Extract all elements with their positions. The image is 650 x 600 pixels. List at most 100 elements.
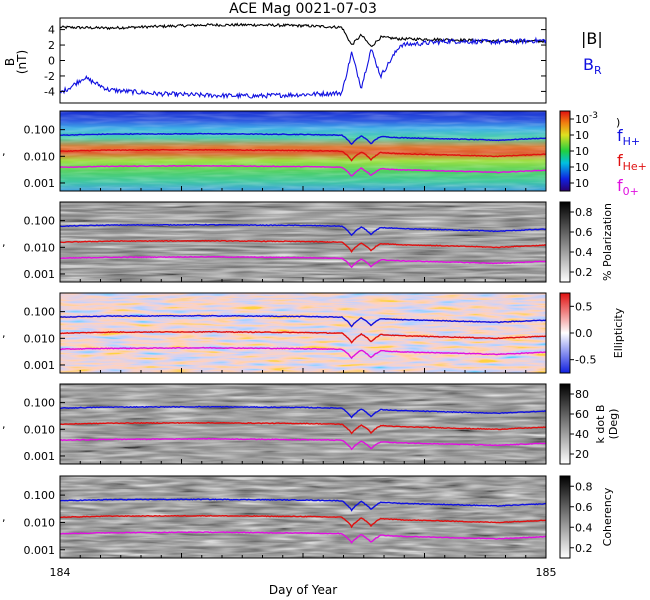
freq-tick-label: 0.010: [24, 332, 56, 345]
freq-line-2: [60, 437, 546, 451]
freq-axis-fragment: ,: [2, 145, 6, 158]
colorbar-tick-label: 10-3: [575, 111, 598, 126]
kdotb-panel: 0.100 0.010 0.001, 80 60 40 20 k dot B (Deg): [2, 383, 620, 465]
mag-tick-label: 0: [48, 55, 55, 68]
freq-tick-label: 0.001: [24, 450, 56, 463]
power-freq-lines: [60, 132, 546, 177]
kdotb-colorbar: [559, 383, 571, 465]
freq-tick-label: 0.100: [24, 306, 56, 319]
colorbar-tick-label: -0.5: [575, 354, 596, 367]
freq-line-1: [60, 330, 546, 344]
ellipticity-colorbar: [559, 292, 571, 374]
mag-tick-label: 2: [48, 39, 55, 52]
legend-fhe-sub: He+: [623, 160, 647, 173]
mag-tick-label: -2: [44, 70, 55, 83]
chart-title: ACE Mag 0021-07-03: [229, 1, 377, 17]
legend-br-main: B: [583, 55, 594, 74]
kdotb-colorbar-label-1: k dot B: [594, 405, 607, 444]
legend-br: BR: [583, 55, 602, 77]
colorbar-tick-label: 0.2: [575, 266, 593, 279]
ellipticity-colorbar-label: Ellipticity: [612, 307, 625, 358]
colorbar-tick-label: 20: [575, 448, 589, 461]
freq-tick-label: 0.010: [24, 423, 56, 436]
ellipticity-freq-lines: [60, 314, 546, 360]
coherency-colorbar-label: Coherency: [601, 487, 614, 546]
polarization-panel: 0.100 0.010 0.001, 0.8 0.6 0.4 0.2 % Polariza…: [2, 201, 614, 283]
freq-line-0: [60, 132, 546, 146]
legend-fh: fH+: [617, 126, 640, 148]
colorbar-tick-label: 10: [575, 145, 589, 158]
legend-fhe: fHe+: [617, 151, 647, 173]
colorbar-exponent: -3: [589, 111, 598, 121]
colorbar-tick-label: 0.5: [575, 300, 593, 313]
power-y-ticks: 0.100 0.010 0.001,: [2, 124, 527, 191]
freq-tick-label: 0.010: [24, 241, 56, 254]
freq-tick-label: 0.100: [24, 489, 56, 502]
mag-tick-label: 4: [48, 24, 55, 37]
mag-series-1: [60, 36, 546, 100]
power-colorbar-labels: 10-3 10 10 10 10: [570, 111, 598, 190]
x-axis-label: Day of Year: [269, 583, 337, 597]
mag-ylabel-bottom: (nT): [15, 50, 29, 74]
colorbar-tick-label: 0.4: [575, 521, 593, 534]
polarization-y-ticks: 0.100 0.010 0.001,: [2, 215, 527, 282]
legend: |B| BR fH+ fHe+ f0+: [581, 29, 647, 198]
mag-panel-frame: [59, 17, 547, 104]
freq-line-1: [60, 148, 546, 162]
colorbar-tick-label: 0.8: [575, 206, 593, 219]
power-panel: 0.100 0.010 0.001, 10-3 10 10 10 10 ): [2, 110, 620, 192]
mag-lines: [60, 22, 546, 100]
mag-ylabel-top: B: [3, 58, 17, 66]
colorbar-tick-label: 80: [575, 388, 589, 401]
freq-line-0: [60, 314, 546, 328]
legend-fo: f0+: [617, 176, 639, 198]
legend-fhe-main: f: [617, 151, 623, 170]
freq-line-1: [60, 421, 546, 435]
kdotb-freq-lines: [60, 405, 546, 451]
freq-line-1: [60, 239, 546, 253]
legend-fh-main: f: [617, 126, 623, 145]
freq-line-2: [60, 531, 546, 544]
mag-panel: 4 2 0 -2 -4 B (nT): [3, 17, 547, 104]
polarization-colorbar: [559, 201, 571, 283]
ellipticity-colorbar-labels: 0.5 0.0 -0.5: [570, 300, 596, 367]
legend-fo-sub: 0+: [623, 185, 639, 198]
kdotb-colorbar-label-2: (Deg): [607, 409, 620, 440]
polarization-colorbar-label: % Polarization: [601, 203, 614, 281]
kdotb-colorbar-labels: 80 60 40 20: [570, 388, 589, 461]
freq-line-1: [60, 514, 546, 529]
freq-tick-label: 0.010: [24, 150, 56, 163]
freq-line-0: [60, 405, 546, 419]
ellipticity-panel: 0.100 0.010 0.001, 0.5 0.0 -0.5 Ellipticity: [2, 292, 625, 374]
colorbar-tick-label: 10: [575, 161, 589, 174]
freq-tick-label: 0.001: [24, 544, 56, 557]
freq-tick-label: 0.010: [24, 516, 56, 529]
freq-tick-label: 0.001: [24, 177, 56, 190]
x-tick-label: 185: [536, 566, 557, 579]
colorbar-tick-label: 10: [575, 177, 589, 190]
colorbar-tick-label: 60: [575, 408, 589, 421]
freq-axis-fragment: ,: [2, 327, 6, 340]
freq-tick-label: 0.001: [24, 359, 56, 372]
freq-line-2: [60, 255, 546, 269]
ellipticity-y-ticks: 0.100 0.010 0.001,: [2, 306, 527, 373]
colorbar-tick-label: 0.0: [575, 327, 593, 340]
legend-fh-sub: H+: [623, 135, 641, 148]
kdotb-y-ticks: 0.100 0.010 0.001,: [2, 397, 527, 464]
freq-line-0: [60, 223, 546, 237]
colorbar-tick-label: 10: [575, 129, 589, 142]
polarization-colorbar-labels: 0.8 0.6 0.4 0.2: [570, 206, 593, 279]
colorbar-tick-label: 0.8: [575, 480, 593, 493]
power-colorbar: [559, 110, 571, 192]
freq-line-0: [60, 498, 546, 512]
freq-tick-label: 0.100: [24, 124, 56, 137]
legend-btotal: |B|: [581, 29, 603, 48]
coherency-colorbar: [559, 475, 571, 559]
colorbar-tick-label: 40: [575, 428, 589, 441]
colorbar-tick-label: 0.4: [575, 246, 593, 259]
colorbar-tick-label: 0.2: [575, 542, 593, 555]
freq-axis-fragment: ,: [2, 418, 6, 431]
mag-series-0: [60, 22, 546, 48]
coherency-colorbar-labels: 0.8 0.6 0.4 0.2: [570, 480, 593, 555]
